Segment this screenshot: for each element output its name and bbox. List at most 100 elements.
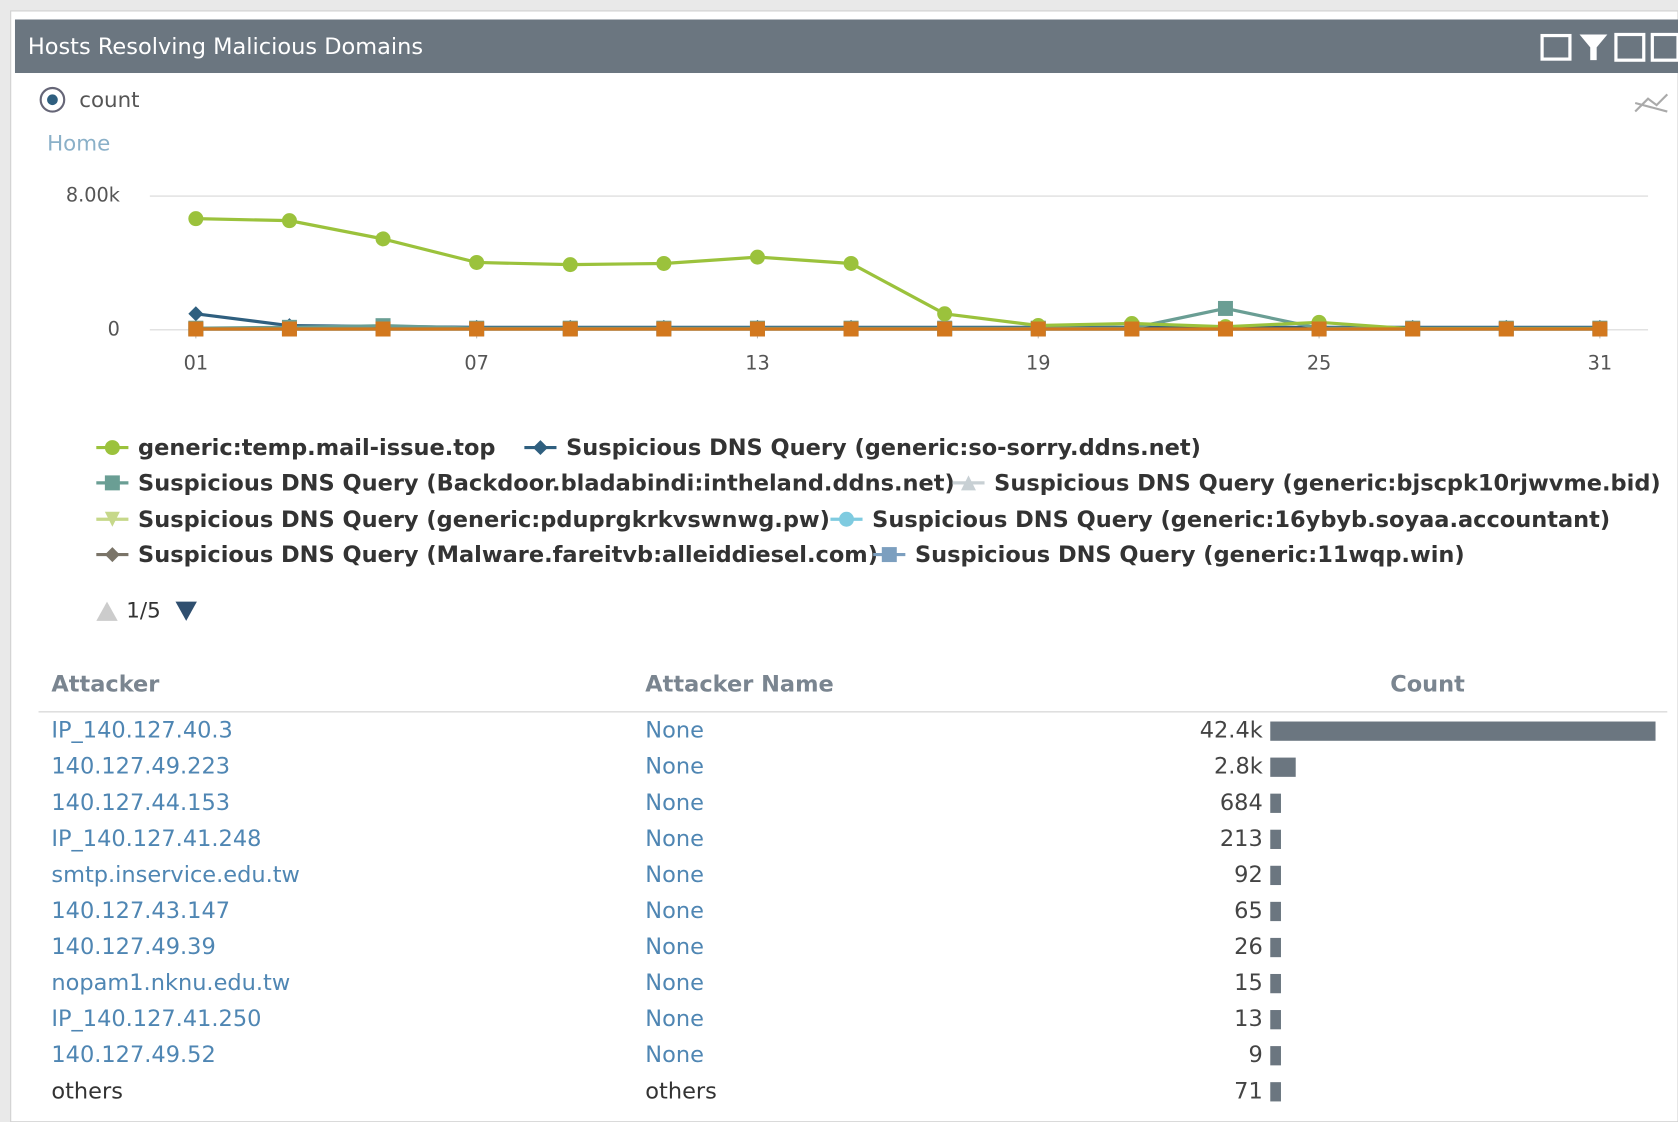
count-label: 9 (1248, 1042, 1262, 1068)
count-label: 26 (1234, 934, 1263, 960)
count-bar (1270, 973, 1281, 994)
radio-dot (47, 94, 58, 106)
attacker-name: None (645, 754, 704, 780)
attacker[interactable]: IP_140.127.40.3 (51, 718, 233, 744)
count-label: 684 (1220, 790, 1263, 816)
x-tick-label: 07 (464, 352, 489, 375)
attacker[interactable]: nopam1.nknu.edu.tw (51, 970, 290, 996)
point (1124, 321, 1140, 337)
edit-icon[interactable] (1650, 32, 1678, 62)
point (1498, 321, 1514, 337)
attacker-name: None (645, 862, 704, 888)
attacker-name: None (645, 898, 704, 924)
x-tick-label: 25 (1307, 352, 1332, 375)
legend-marker (104, 547, 120, 563)
x-tick-label: 01 (184, 352, 209, 375)
point (1592, 321, 1608, 337)
count-label: 71 (1234, 1078, 1263, 1104)
count-bar (1270, 937, 1281, 958)
count-bar (1270, 829, 1281, 849)
attacker[interactable]: 140.127.49.223 (51, 754, 230, 780)
panel-header (14, 19, 1678, 74)
count-label: 13 (1234, 1006, 1263, 1032)
attacker[interactable]: 140.127.49.52 (51, 1042, 215, 1068)
pager-label: 1/5 (126, 598, 160, 623)
count-bar (1270, 793, 1281, 813)
attacker-name: None (645, 934, 704, 960)
count-label: 15 (1234, 970, 1263, 996)
point (749, 321, 765, 337)
legend-label[interactable]: Suspicious DNS Query (generic:pduprgkrkv… (138, 507, 830, 533)
count-label: 92 (1234, 862, 1263, 888)
filter-icon[interactable] (1579, 34, 1608, 61)
point (1217, 321, 1233, 337)
point (937, 306, 953, 322)
radio[interactable] (39, 86, 66, 113)
panel-title: Hosts Resolving Malicious Domains (28, 34, 423, 60)
attacker-name: None (645, 718, 704, 744)
point (1030, 321, 1046, 337)
count-label: 65 (1234, 898, 1263, 924)
legend-label[interactable]: Suspicious DNS Query (generic:bjscpk10rj… (994, 470, 1661, 496)
attacker-name: None (645, 1006, 704, 1032)
point (1217, 300, 1233, 316)
point (281, 213, 297, 229)
attacker[interactable]: 140.127.43.147 (51, 898, 230, 924)
legend-marker (104, 440, 120, 456)
count-label: 213 (1220, 826, 1263, 852)
legend-label[interactable]: Suspicious DNS Query (generic:16ybyb.soy… (872, 507, 1610, 533)
series-line (195, 217, 1600, 331)
attacker[interactable]: IP_140.127.41.250 (51, 1006, 261, 1032)
legend-label[interactable]: Suspicious DNS Query (generic:so-sorry.d… (566, 435, 1201, 461)
count-label: 2.8k (1214, 754, 1263, 780)
point (749, 249, 765, 265)
y-tick-label: 0 (108, 317, 120, 340)
attacker-name: None (645, 790, 704, 816)
point (375, 231, 391, 247)
legend-label[interactable]: Suspicious DNS Query (Backdoor.bladabind… (138, 470, 955, 496)
y-tick-label: 8.00k (66, 184, 121, 207)
legend-marker (104, 475, 120, 491)
legend-marker (532, 440, 548, 456)
point (188, 321, 204, 337)
breadcrumb[interactable]: Home (47, 132, 110, 157)
attacker-name: None (645, 1042, 704, 1068)
point (562, 257, 578, 273)
attacker[interactable]: 140.127.44.153 (51, 790, 230, 816)
attacker[interactable]: 140.127.49.39 (51, 934, 215, 960)
attacker[interactable]: smtp.inservice.edu.tw (51, 862, 300, 888)
column-header: Count (1390, 672, 1465, 698)
legend-marker (839, 511, 854, 527)
point (281, 321, 297, 337)
point (469, 321, 485, 337)
legend-label[interactable]: Suspicious DNS Query (generic:11wqp.win) (915, 542, 1465, 568)
pager-down[interactable] (175, 601, 197, 621)
x-tick-label: 13 (745, 352, 770, 375)
count-bar (1270, 1010, 1281, 1030)
expand-icon[interactable] (1540, 33, 1572, 61)
count-label: 42.4k (1200, 718, 1263, 744)
point (656, 255, 672, 271)
pager-up[interactable] (96, 601, 118, 621)
count-bar (1270, 901, 1281, 922)
point (469, 254, 485, 270)
point (937, 321, 953, 337)
x-tick-label: 19 (1026, 352, 1051, 375)
chart-type-icon[interactable] (1634, 93, 1669, 113)
point (656, 321, 672, 337)
list-icon[interactable] (1614, 32, 1646, 62)
legend-marker (960, 475, 976, 491)
attacker-name: None (645, 826, 704, 852)
legend-marker (104, 511, 120, 527)
legend-label[interactable]: Suspicious DNS Query (Malware.fareitvb:a… (138, 542, 878, 568)
radio-label[interactable]: count (79, 88, 139, 113)
count-bar (1270, 757, 1296, 777)
column-header: Attacker (51, 672, 160, 698)
column-header: Attacker Name (645, 672, 833, 698)
legend-label[interactable]: generic:temp.mail-issue.top (138, 435, 495, 461)
point (1405, 321, 1421, 337)
count-bar (1270, 1046, 1281, 1066)
attacker-name: None (645, 970, 704, 996)
attacker[interactable]: IP_140.127.41.248 (51, 826, 261, 852)
